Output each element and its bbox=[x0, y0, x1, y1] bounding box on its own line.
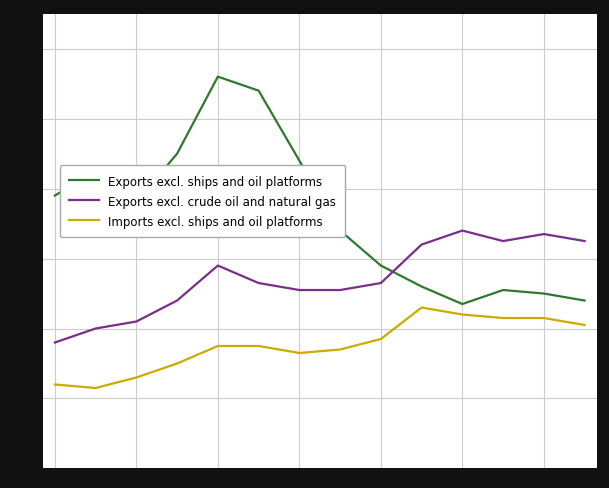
Exports excl. crude oil and natural gas bbox=[540, 232, 547, 238]
Imports excl. ships and oil platforms bbox=[51, 382, 58, 387]
Exports excl. ships and oil platforms bbox=[377, 263, 384, 269]
Legend: Exports excl. ships and oil platforms, Exports excl. crude oil and natural gas, : Exports excl. ships and oil platforms, E… bbox=[60, 166, 345, 238]
Exports excl. crude oil and natural gas bbox=[255, 281, 262, 286]
Imports excl. ships and oil platforms bbox=[174, 361, 181, 366]
Imports excl. ships and oil platforms bbox=[377, 336, 384, 342]
Exports excl. ships and oil platforms bbox=[174, 151, 181, 157]
Exports excl. crude oil and natural gas bbox=[51, 340, 58, 346]
Line: Imports excl. ships and oil platforms: Imports excl. ships and oil platforms bbox=[55, 308, 585, 388]
Exports excl. ships and oil platforms bbox=[51, 193, 58, 199]
Exports excl. ships and oil platforms bbox=[581, 298, 588, 304]
Exports excl. crude oil and natural gas bbox=[581, 239, 588, 244]
Exports excl. crude oil and natural gas bbox=[459, 228, 466, 234]
Exports excl. crude oil and natural gas bbox=[418, 242, 425, 248]
Imports excl. ships and oil platforms bbox=[540, 315, 547, 321]
Line: Exports excl. ships and oil platforms: Exports excl. ships and oil platforms bbox=[55, 78, 585, 305]
Imports excl. ships and oil platforms bbox=[459, 312, 466, 318]
Imports excl. ships and oil platforms bbox=[255, 344, 262, 349]
Imports excl. ships and oil platforms bbox=[133, 375, 140, 381]
Exports excl. ships and oil platforms bbox=[459, 302, 466, 307]
Exports excl. ships and oil platforms bbox=[540, 291, 547, 297]
Exports excl. ships and oil platforms bbox=[336, 228, 343, 234]
Exports excl. crude oil and natural gas bbox=[377, 281, 384, 286]
Exports excl. ships and oil platforms bbox=[296, 158, 303, 164]
Exports excl. crude oil and natural gas bbox=[336, 287, 343, 293]
Exports excl. ships and oil platforms bbox=[92, 169, 99, 175]
Imports excl. ships and oil platforms bbox=[418, 305, 425, 311]
Line: Exports excl. crude oil and natural gas: Exports excl. crude oil and natural gas bbox=[55, 231, 585, 343]
Imports excl. ships and oil platforms bbox=[92, 385, 99, 391]
Exports excl. crude oil and natural gas bbox=[214, 263, 222, 269]
Exports excl. crude oil and natural gas bbox=[174, 298, 181, 304]
Imports excl. ships and oil platforms bbox=[581, 323, 588, 328]
Exports excl. crude oil and natural gas bbox=[92, 326, 99, 332]
Exports excl. ships and oil platforms bbox=[255, 88, 262, 94]
Exports excl. ships and oil platforms bbox=[214, 75, 222, 81]
Imports excl. ships and oil platforms bbox=[336, 347, 343, 353]
Imports excl. ships and oil platforms bbox=[214, 344, 222, 349]
Imports excl. ships and oil platforms bbox=[499, 315, 507, 321]
Exports excl. crude oil and natural gas bbox=[499, 239, 507, 244]
Exports excl. ships and oil platforms bbox=[418, 284, 425, 290]
Exports excl. crude oil and natural gas bbox=[133, 319, 140, 325]
Exports excl. ships and oil platforms bbox=[499, 287, 507, 293]
Imports excl. ships and oil platforms bbox=[296, 350, 303, 356]
Exports excl. crude oil and natural gas bbox=[296, 287, 303, 293]
Exports excl. ships and oil platforms bbox=[133, 200, 140, 206]
